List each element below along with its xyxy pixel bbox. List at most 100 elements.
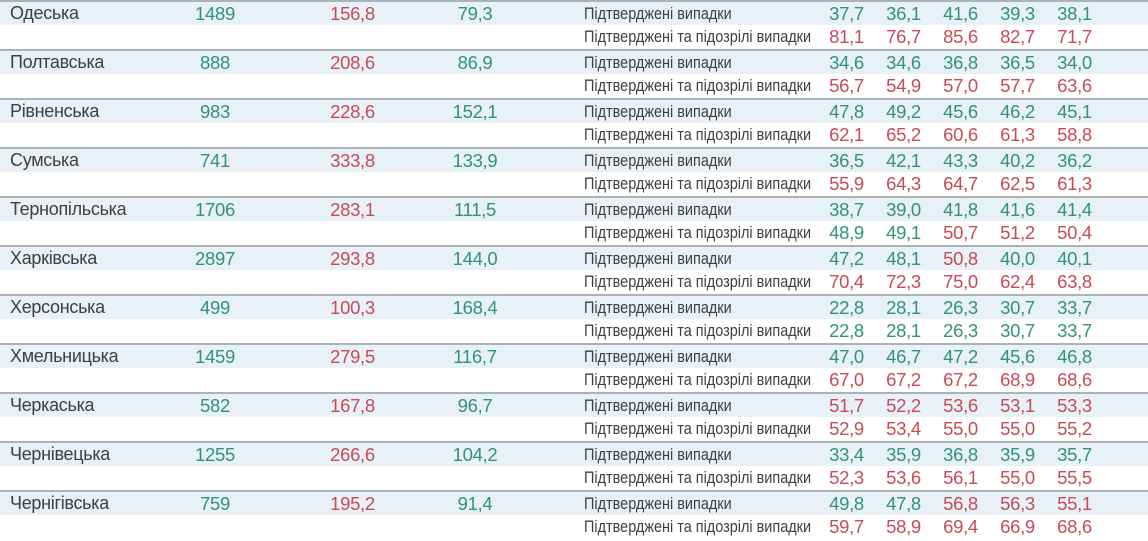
metric-label-suspected: Підтверджені та підозрілі випадки xyxy=(525,368,818,393)
region-row-suspected: Підтверджені та підозрілі випадки 52,3 5… xyxy=(0,466,1148,491)
confirmed-value: 41,6 xyxy=(989,196,1046,221)
region-name: Херсонська xyxy=(0,294,150,319)
empty-cell xyxy=(0,25,525,50)
metric-label-confirmed: Підтверджені випадки xyxy=(525,49,818,74)
confirmed-value: 35,9 xyxy=(989,441,1046,466)
region-rate-green: 133,9 xyxy=(425,147,525,172)
metric-label-confirmed: Підтверджені випадки xyxy=(525,294,818,319)
confirmed-value: 45,6 xyxy=(989,343,1046,368)
confirmed-value: 40,2 xyxy=(989,147,1046,172)
suspected-value: 85,6 xyxy=(932,25,989,50)
region-rate-green: 86,9 xyxy=(425,49,525,74)
region-name: Тернопільська xyxy=(0,196,150,221)
confirmed-value: 48,1 xyxy=(875,245,932,270)
suspected-value: 55,0 xyxy=(989,417,1046,442)
metric-label-text: Підтверджені випадки xyxy=(584,199,732,219)
confirmed-value: 36,5 xyxy=(989,49,1046,74)
metric-label-text: Підтверджені випадки xyxy=(584,248,732,268)
region-row-confirmed: Херсонська 499 100,3 168,4 Підтверджені … xyxy=(0,294,1148,319)
spacer-cell xyxy=(1103,196,1148,221)
region-rate-green: 104,2 xyxy=(425,441,525,466)
region-rate-green: 144,0 xyxy=(425,245,525,270)
region-rate-green: 79,3 xyxy=(425,0,525,25)
metric-label-suspected: Підтверджені та підозрілі випадки xyxy=(525,123,818,148)
suspected-value: 57,7 xyxy=(989,74,1046,99)
suspected-value: 50,4 xyxy=(1046,221,1103,246)
region-rate-red: 167,8 xyxy=(280,392,425,417)
region-case-count: 499 xyxy=(150,294,280,319)
empty-cell xyxy=(0,172,525,197)
confirmed-value: 36,2 xyxy=(1046,147,1103,172)
region-rate-green: 152,1 xyxy=(425,98,525,123)
region-case-count: 759 xyxy=(150,490,280,515)
region-case-count: 983 xyxy=(150,98,280,123)
suspected-value: 53,6 xyxy=(875,466,932,491)
region-rate-green: 116,7 xyxy=(425,343,525,368)
suspected-value: 64,3 xyxy=(875,172,932,197)
metric-label-text: Підтверджені та підозрілі випадки xyxy=(584,223,812,242)
region-row-confirmed: Одеська 1489 156,8 79,3 Підтверджені вип… xyxy=(0,0,1148,25)
confirmed-value: 34,6 xyxy=(818,49,875,74)
region-row-suspected: Підтверджені та підозрілі випадки 70,4 7… xyxy=(0,270,1148,295)
metric-label-text: Підтверджені та підозрілі випадки xyxy=(584,125,812,144)
metric-label-confirmed: Підтверджені випадки xyxy=(525,98,818,123)
confirmed-value: 56,8 xyxy=(932,490,989,515)
suspected-value: 69,4 xyxy=(932,515,989,539)
region-row-confirmed: Хмельницька 1459 279,5 116,7 Підтверджен… xyxy=(0,343,1148,368)
suspected-value: 63,8 xyxy=(1046,270,1103,295)
confirmed-value: 47,2 xyxy=(818,245,875,270)
region-name: Сумська xyxy=(0,147,150,172)
suspected-value: 67,0 xyxy=(818,368,875,393)
metric-label-text: Підтверджені та підозрілі випадки xyxy=(584,517,812,536)
spacer-cell xyxy=(1103,172,1148,197)
suspected-value: 54,9 xyxy=(875,74,932,99)
region-row-confirmed: Черкаська 582 167,8 96,7 Підтверджені ви… xyxy=(0,392,1148,417)
metric-label-confirmed: Підтверджені випадки xyxy=(525,441,818,466)
spacer-cell xyxy=(1103,441,1148,466)
region-row-suspected: Підтверджені та підозрілі випадки 62,1 6… xyxy=(0,123,1148,148)
confirmed-value: 53,3 xyxy=(1046,392,1103,417)
confirmed-value: 49,2 xyxy=(875,98,932,123)
suspected-value: 48,9 xyxy=(818,221,875,246)
region-row-suspected: Підтверджені та підозрілі випадки 81,1 7… xyxy=(0,25,1148,50)
region-rate-red: 293,8 xyxy=(280,245,425,270)
metric-label-confirmed: Підтверджені випадки xyxy=(525,196,818,221)
confirmed-value: 56,3 xyxy=(989,490,1046,515)
empty-cell xyxy=(0,270,525,295)
region-case-count: 1459 xyxy=(150,343,280,368)
suspected-value: 51,2 xyxy=(989,221,1046,246)
confirmed-value: 46,2 xyxy=(989,98,1046,123)
spacer-cell xyxy=(1103,368,1148,393)
region-row-suspected: Підтверджені та підозрілі випадки 52,9 5… xyxy=(0,417,1148,442)
metric-label-text: Підтверджені та підозрілі випадки xyxy=(584,321,812,340)
region-rate-green: 91,4 xyxy=(425,490,525,515)
empty-cell xyxy=(0,368,525,393)
confirmed-value: 36,8 xyxy=(932,49,989,74)
metric-label-confirmed: Підтверджені випадки xyxy=(525,245,818,270)
region-name: Чернігівська xyxy=(0,490,150,515)
confirmed-value: 35,7 xyxy=(1046,441,1103,466)
suspected-value: 70,4 xyxy=(818,270,875,295)
metric-label-text: Підтверджені та підозрілі випадки xyxy=(584,27,812,46)
confirmed-value: 45,6 xyxy=(932,98,989,123)
confirmed-value: 34,6 xyxy=(875,49,932,74)
region-row-suspected: Підтверджені та підозрілі випадки 59,7 5… xyxy=(0,515,1148,539)
metric-label-text: Підтверджені випадки xyxy=(584,493,732,513)
region-case-count: 1706 xyxy=(150,196,280,221)
region-row-suspected: Підтверджені та підозрілі випадки 67,0 6… xyxy=(0,368,1148,393)
metric-label-text: Підтверджені та підозрілі випадки xyxy=(584,370,812,389)
suspected-value: 55,9 xyxy=(818,172,875,197)
empty-cell xyxy=(0,74,525,99)
region-rate-red: 279,5 xyxy=(280,343,425,368)
suspected-value: 62,5 xyxy=(989,172,1046,197)
suspected-value: 60,6 xyxy=(932,123,989,148)
metric-label-text: Підтверджені та підозрілі випадки xyxy=(584,174,812,193)
confirmed-value: 46,7 xyxy=(875,343,932,368)
empty-cell xyxy=(0,515,525,539)
region-rate-red: 208,6 xyxy=(280,49,425,74)
confirmed-value: 36,5 xyxy=(818,147,875,172)
confirmed-value: 40,1 xyxy=(1046,245,1103,270)
region-case-count: 1489 xyxy=(150,0,280,25)
region-name: Чернівецька xyxy=(0,441,150,466)
suspected-value: 72,3 xyxy=(875,270,932,295)
